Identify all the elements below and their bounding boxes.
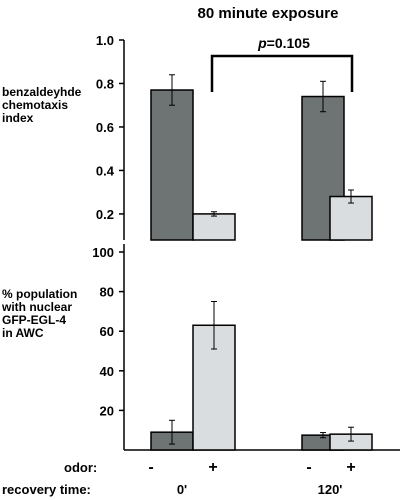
conditions-table: odor: - + - + recovery time: 0' 120' — [2, 459, 356, 497]
gfp-ylabel-line-1: % population — [2, 287, 77, 301]
gfp-ylabel-line-4: in AWC — [2, 326, 44, 340]
gfp-y-ticks: 20 40 60 80 100 — [92, 245, 124, 418]
p-italic: p — [257, 35, 267, 51]
gfp-y-tick-label: 40 — [100, 364, 114, 379]
gfp-y-tick-label: 20 — [100, 403, 114, 418]
significance-annotation: p=0.105 — [210, 35, 354, 92]
gfp-ylabel-line-2: with nuclear — [1, 300, 72, 314]
significance-p-value: p=0.105 — [257, 35, 310, 51]
gfp-y-tick-label: 60 — [100, 324, 114, 339]
chemotaxis-y-tick-label: 0.8 — [96, 76, 114, 91]
figure-title: 80 minute exposure — [198, 5, 339, 22]
chemotaxis-ylabel: benzaldeyhde chemotaxis index — [2, 85, 82, 125]
odor-value-3: - — [306, 459, 311, 476]
chemotaxis-ylabel-line-1: benzaldeyhde — [2, 85, 82, 99]
chemotaxis-bar — [192, 213, 236, 241]
odor-value-2: + — [208, 459, 217, 476]
gfp-ylabel: % population with nuclear GFP-EGL-4 in A… — [1, 287, 77, 340]
gfp-panel: % population with nuclear GFP-EGL-4 in A… — [1, 244, 400, 451]
recovery-value-2: 120' — [318, 482, 343, 497]
chemotaxis-y-tick-label: 0.6 — [96, 120, 114, 135]
chemotaxis-y-tick-label: 1.0 — [96, 33, 114, 48]
significance-bracket — [210, 54, 354, 92]
chemotaxis-panel: benzaldeyhde chemotaxis index 0.20.40.60… — [2, 33, 373, 241]
chemotaxis-bars — [150, 74, 373, 241]
gfp-y-tick-label: 80 — [100, 285, 114, 300]
odor-value-1: - — [148, 459, 153, 476]
p-value: =0.105 — [267, 35, 310, 51]
recovery-label: recovery time: — [2, 482, 91, 497]
chemotaxis-ylabel-line-3: index — [2, 111, 34, 125]
gfp-ylabel-line-3: GFP-EGL-4 — [2, 313, 66, 327]
chemotaxis-ylabel-line-2: chemotaxis — [2, 98, 68, 112]
gfp-y-tick-label: 100 — [92, 245, 114, 260]
recovery-value-1: 0' — [177, 482, 187, 497]
chemotaxis-y-tick-label: 0.4 — [96, 163, 115, 178]
odor-label: odor: — [64, 460, 97, 475]
chemotaxis-y-tick-label: 0.2 — [96, 207, 114, 222]
gfp-bars — [150, 301, 373, 451]
chemotaxis-y-ticks: 0.2 0.4 0.6 0.8 1.0 — [96, 33, 124, 222]
chemotaxis-bar — [150, 89, 194, 241]
odor-value-4: + — [346, 459, 355, 476]
